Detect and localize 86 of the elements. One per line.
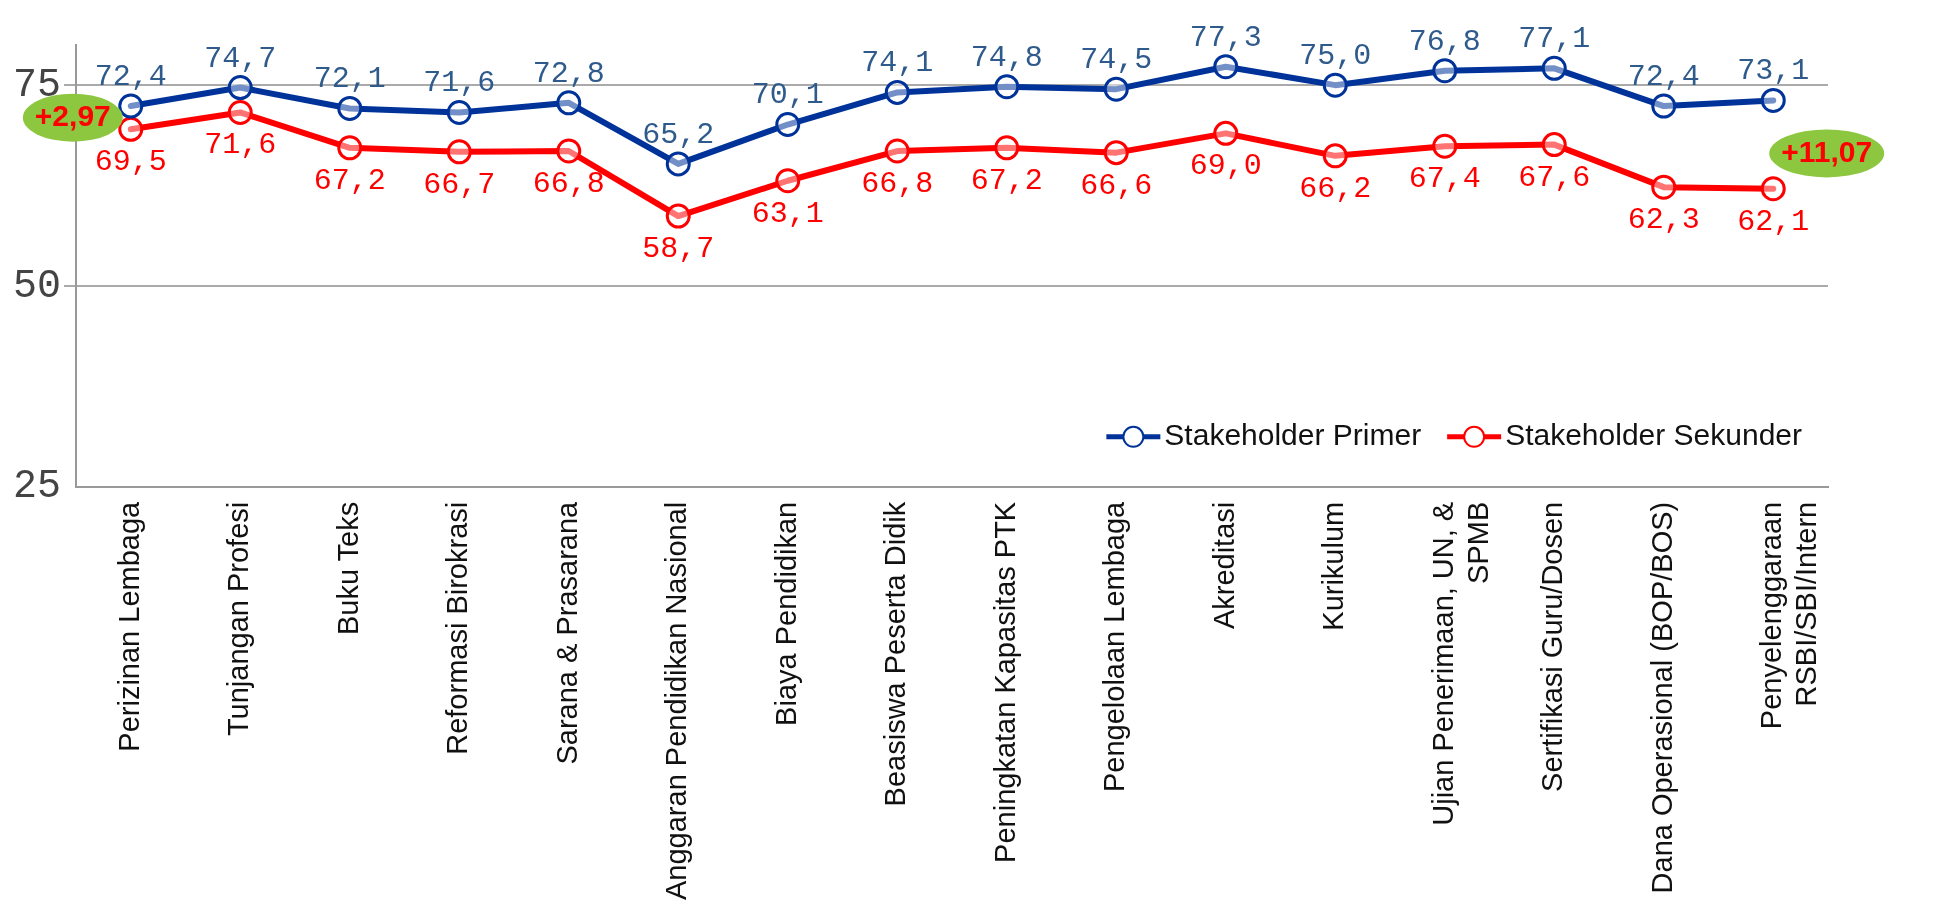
text: 76,8: [1408, 24, 1481, 59]
x-tick-label: Anggaran Pendidikan Nasional: [660, 501, 693, 901]
text: 65,2: [642, 117, 715, 152]
text: 74,8: [970, 40, 1043, 75]
text: 72,1: [313, 62, 386, 97]
point: [1760, 87, 1786, 113]
text: 73,1: [1737, 54, 1810, 89]
x-tick-label: Reformasi Birokrasi: [441, 501, 474, 755]
x-tick-label: Sertifikasi Guru/Dosen: [1536, 501, 1569, 792]
legend-label: Stakeholder Sekunder: [1505, 418, 1803, 452]
x-tick-label: Sarana & Prasarana: [550, 500, 583, 765]
x-tick-label: Tunjangan Profesi: [222, 501, 255, 737]
text: 66,7: [423, 167, 496, 202]
point: [1432, 58, 1458, 84]
point: [1322, 72, 1348, 98]
text: 62,1: [1737, 204, 1810, 239]
point: [884, 138, 910, 164]
point: [994, 74, 1020, 100]
text: 67,6: [1518, 160, 1591, 195]
x-tick-label: Buku Teks: [331, 501, 364, 636]
point: [775, 168, 801, 194]
text: 67,4: [1408, 162, 1481, 197]
text: 67,2: [970, 163, 1043, 198]
text: 71,6: [204, 128, 277, 163]
text: 72,4: [94, 59, 167, 94]
x-tick-label: Akreditasi: [1207, 501, 1240, 630]
y-tick-label: 50: [12, 263, 62, 309]
text: 71,6: [423, 66, 496, 101]
point: [994, 135, 1020, 161]
text: 77,1: [1518, 22, 1591, 57]
point: [1213, 54, 1239, 80]
point: [775, 112, 801, 138]
y-tick-label: 25: [12, 464, 62, 510]
point: [665, 203, 691, 229]
x-tick-label: Pengelolaan Lembaga: [1098, 500, 1131, 793]
text: 72,8: [532, 56, 605, 91]
point: [227, 99, 253, 125]
text: 74,5: [1080, 43, 1153, 78]
annotation: +2,97: [34, 98, 111, 132]
legend-label: Stakeholder Primer: [1164, 418, 1422, 452]
x-tick-label: Dana Operasional (BOP/BOS): [1645, 501, 1678, 894]
text: 66,2: [1299, 171, 1372, 206]
x-tick-label: Beasiswa Peserta Didik: [879, 501, 912, 807]
text: 63,1: [751, 196, 824, 231]
point: [1541, 55, 1567, 81]
text: 62,3: [1627, 203, 1700, 238]
point: [1432, 133, 1458, 159]
point: [556, 138, 582, 164]
point: [1651, 93, 1677, 119]
text: 66,8: [532, 166, 605, 201]
point: [1103, 76, 1129, 102]
point: [337, 135, 363, 161]
text: 58,7: [642, 232, 715, 267]
point: [556, 90, 582, 116]
text: 67,2: [313, 163, 386, 198]
text: 72,4: [1627, 59, 1700, 94]
text: 74,7: [204, 41, 277, 76]
text: 74,1: [861, 46, 934, 81]
text: 69,0: [1189, 149, 1262, 184]
text: 66,8: [861, 166, 934, 201]
point: [118, 93, 144, 119]
text: 70,1: [751, 78, 824, 113]
point: [1651, 174, 1677, 200]
point: [118, 116, 144, 142]
point: [337, 95, 363, 121]
point: [1760, 176, 1786, 202]
text: 69,5: [94, 145, 167, 180]
point: [1322, 143, 1348, 169]
point: [665, 151, 691, 177]
point: [884, 79, 910, 105]
x-tick-label: Perizinan Lembaga: [112, 500, 145, 752]
text: 75,0: [1299, 39, 1372, 74]
annotation: +11,07: [1781, 134, 1873, 168]
text: 66,6: [1080, 168, 1153, 203]
point: [1541, 132, 1567, 158]
x-tick-label: Kurikulum: [1317, 501, 1350, 631]
x-tick-label: Ujian Penerimaan, UN, & SPMB: [1426, 501, 1494, 826]
point: [446, 139, 472, 165]
x-tick-label: Biaya Pendidikan: [769, 501, 802, 726]
point: [1103, 140, 1129, 166]
point: [446, 99, 472, 125]
point: [1213, 120, 1239, 146]
x-tick-label: Peningkatan Kapasitas PTK: [988, 501, 1021, 863]
x-tick-label: Penyelenggaraan RSBI/SBI/Intern: [1755, 501, 1823, 730]
text: 77,3: [1189, 20, 1262, 55]
point: [227, 75, 253, 101]
